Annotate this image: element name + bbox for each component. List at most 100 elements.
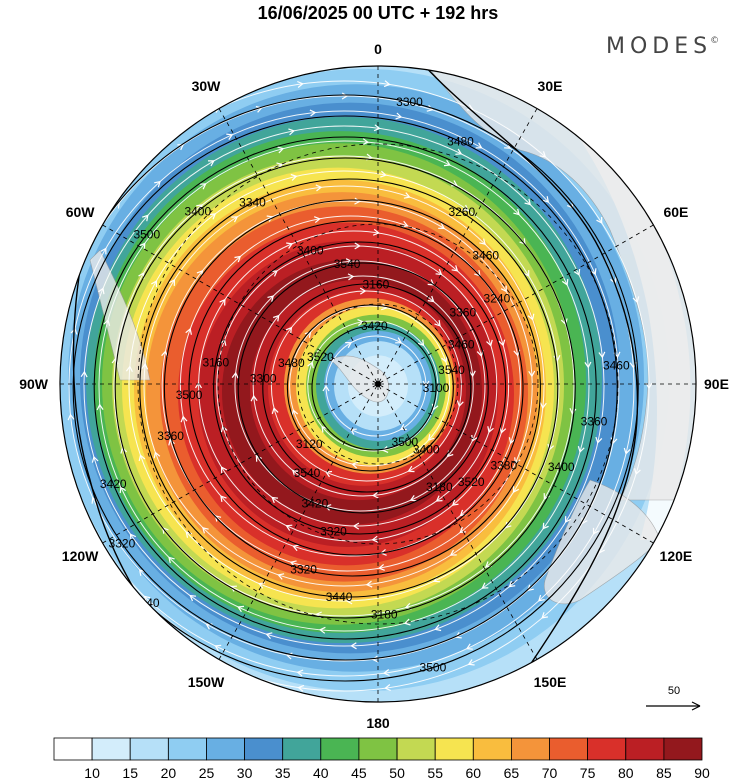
streamline-arrow (185, 327, 192, 335)
contour-label: 3360 (449, 305, 476, 319)
streamline-arrow (487, 426, 494, 434)
streamline-arrow (561, 278, 569, 286)
streamline-arrow (125, 365, 133, 373)
streamline-arrow (427, 295, 435, 303)
contour-label: 3500 (420, 661, 447, 675)
streamline-arrow (273, 314, 280, 322)
streamline-arrow (539, 151, 547, 158)
streamline-arrow (347, 273, 355, 281)
lat-lon-grid (60, 66, 696, 702)
map-border (59, 65, 697, 703)
streamline-arrow (138, 454, 146, 462)
longitude-label-30w: 30W (192, 78, 222, 94)
streamline-arrow (449, 549, 457, 556)
colorbar-swatch (510, 737, 550, 761)
streamline-arrow (542, 196, 550, 203)
streamline-arrow (468, 370, 476, 378)
streamline-arrow (403, 192, 411, 199)
longitude-label-30e: 30E (538, 78, 563, 94)
colorbar-tick-label: 50 (389, 765, 405, 781)
colorbar-tick-label: 80 (618, 765, 634, 781)
streamline-arrow (285, 326, 293, 334)
streamline-arrow (168, 438, 175, 446)
streamline-arrow (297, 80, 304, 88)
streamline-arrow (362, 138, 370, 146)
streamline-arrow (500, 285, 507, 293)
colorbar-tick-label: 40 (313, 765, 329, 781)
streamline-arrow (455, 148, 463, 155)
streamline (113, 155, 575, 617)
streamline-arrow (154, 180, 161, 188)
wind-speed-field: 3100 3120 3160 3180 3160 3240 3320 3340 3400 3420… (60, 66, 696, 702)
contour-line (286, 304, 454, 472)
streamline-arrow (194, 381, 203, 389)
streamline-arrow (141, 362, 149, 370)
streamline-arrow (451, 180, 458, 187)
colorbar-swatch (282, 737, 322, 761)
longitude-label-150e: 150E (534, 674, 567, 690)
contour-label: 3480 (447, 135, 474, 149)
streamline-arrow (129, 533, 137, 541)
longitude-label-60w: 60W (66, 204, 96, 220)
streamline-arrow (434, 624, 442, 632)
streamline (234, 260, 486, 512)
streamline-arrow (435, 495, 443, 502)
colorbar-tick-label: 85 (656, 765, 672, 781)
streamline-arrow (153, 451, 161, 459)
contour-label: 3360 (581, 415, 608, 429)
streamline-arrow (508, 437, 516, 445)
streamline-arrow (459, 526, 467, 534)
streamline-arrow (371, 655, 379, 663)
streamline (60, 80, 650, 692)
streamline-arrow (277, 573, 285, 580)
contour-labels: 3100 3120 3160 3180 3160 3240 3320 3340 3400 3420… (100, 95, 630, 675)
meridian-line (218, 108, 538, 660)
streamline-arrow (142, 214, 149, 222)
streamline (98, 140, 590, 632)
streamline-arrow (83, 218, 90, 226)
streamline-arrow (214, 644, 222, 652)
streamline-arrow (313, 216, 321, 224)
latitude-circle (297, 303, 459, 465)
contour-label: 3460 (603, 359, 630, 373)
contour-label: 3180 (426, 480, 453, 494)
streamline-arrow (372, 228, 380, 236)
contour-label: 3320 (290, 563, 317, 577)
streamline-arrow (265, 632, 273, 639)
streamline-arrow (354, 197, 361, 205)
streamline-arrow (422, 380, 430, 388)
streamline-arrow (403, 618, 411, 626)
streamline-arrow (365, 580, 373, 588)
streamline-arrow (454, 632, 462, 639)
streamline-arrow (380, 170, 387, 178)
streamline-arrow (481, 582, 489, 589)
contour-label: 3520 (458, 475, 485, 489)
streamline (83, 125, 605, 647)
longitude-label-120w: 120W (62, 548, 99, 564)
streamline-arrow (431, 403, 439, 411)
contour-line (237, 262, 489, 514)
contour-label: 3180 (371, 608, 398, 622)
streamline-arrow (564, 516, 572, 523)
contour-label: 3400 (548, 460, 575, 474)
colorbar-swatch (587, 737, 627, 761)
streamline-arrow (359, 287, 367, 295)
streamline-arrow (139, 153, 147, 160)
streamline-arrow (528, 370, 536, 378)
streamline-arrow (471, 434, 478, 442)
streamline-arrow (297, 684, 305, 692)
streamline-arrow (632, 296, 640, 304)
streamline-arrow (581, 517, 588, 525)
streamline-arrow (220, 425, 228, 433)
streamline-arrow (289, 560, 297, 567)
streamline-arrow (345, 597, 353, 605)
contour-label: 3260 (448, 205, 475, 219)
streamline-arrow (271, 496, 279, 504)
contour-label: 3420 (302, 496, 329, 510)
streamline (216, 245, 498, 527)
streamline-arrow (623, 447, 631, 455)
map-title: 16/06/2025 00 UTC + 192 hrs (258, 3, 499, 23)
colorbar-tick-label: 20 (161, 765, 177, 781)
streamline-arrow (475, 142, 483, 149)
streamline (161, 200, 533, 572)
